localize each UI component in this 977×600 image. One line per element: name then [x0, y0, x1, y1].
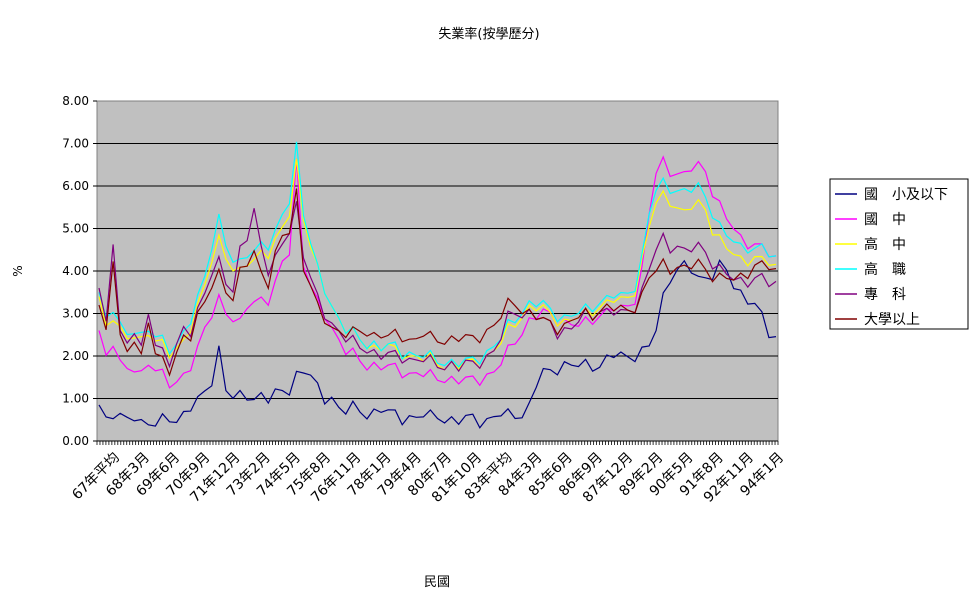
legend-label: 專 科 — [864, 287, 906, 303]
y-axis-ticks: 0.00 1.00 2.00 3.00 4.00 5.00 6.00 7.00 8.00 — [62, 94, 97, 448]
y-tick-label: 1.00 — [62, 392, 89, 406]
legend-box — [829, 178, 969, 330]
series-lines — [98, 141, 777, 429]
y-tick-label: 5.00 — [62, 222, 89, 236]
y-tick-label: 6.00 — [62, 179, 89, 193]
y-tick-label: 4.00 — [62, 264, 89, 278]
y-axis-label: % — [11, 265, 25, 276]
legend-label: 高 職 — [864, 261, 906, 278]
series-line — [98, 158, 777, 371]
legend-label: 高 中 — [864, 236, 906, 253]
y-tick-label: 2.00 — [62, 349, 89, 363]
series-line — [98, 141, 777, 368]
legend-label: 國 小及以下 — [864, 187, 948, 203]
grid-lines — [97, 143, 778, 399]
y-tick-label: 3.00 — [62, 307, 89, 321]
legend-label: 國 中 — [864, 212, 906, 228]
x-axis — [96, 440, 779, 445]
y-tick-label: 0.00 — [62, 434, 89, 448]
x-axis-label: 民國 — [424, 575, 450, 590]
series-line — [98, 259, 777, 429]
y-tick-label: 7.00 — [62, 137, 89, 151]
y-tick-label: 8.00 — [62, 94, 89, 108]
series-line — [98, 155, 777, 389]
x-axis-tick-labels: 67年平均68年3月69年6月70年9月71年12月73年2月74年5月75年8… — [69, 450, 787, 506]
series-line — [98, 201, 777, 373]
chart-title: 失業率(按學歷分) — [438, 26, 539, 42]
legend-label: 大學以上 — [864, 312, 920, 328]
series-line — [98, 188, 777, 377]
